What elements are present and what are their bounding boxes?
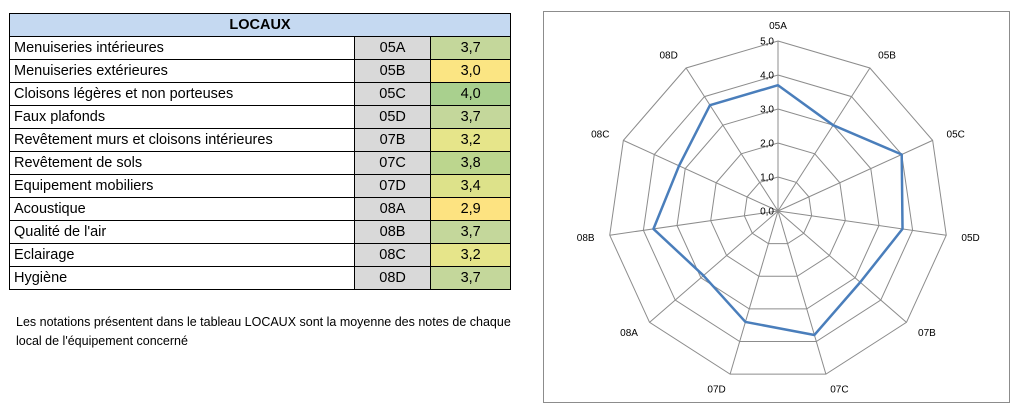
radial-tick-label: 1,0	[760, 173, 774, 184]
row-code: 08D	[353, 266, 432, 290]
category-label: 05A	[769, 21, 787, 32]
row-value: 3,7	[430, 220, 511, 244]
row-code: 07D	[353, 174, 432, 198]
category-label: 05B	[878, 51, 896, 62]
row-value: 3,7	[430, 36, 511, 60]
category-label: 07C	[830, 384, 848, 395]
row-label: Menuiseries extérieures	[9, 59, 355, 83]
table-row: Faux plafonds 05D 3,7	[9, 105, 511, 129]
row-label: Qualité de l'air	[9, 220, 355, 244]
row-value: 3,0	[430, 59, 511, 83]
category-label: 07B	[918, 328, 936, 339]
table-row: Menuiseries extérieures 05B 3,0	[9, 59, 511, 83]
grid-ring	[743, 176, 813, 245]
radial-tick-label: 4,0	[760, 71, 774, 82]
row-code: 05C	[353, 82, 432, 106]
category-label: 08D	[659, 51, 677, 62]
grid-ring	[642, 74, 914, 342]
category-label: 08B	[577, 233, 595, 244]
table-body: Menuiseries intérieures 05A 3,7 Menuiseries…	[9, 36, 511, 290]
category-label: 05C	[947, 130, 965, 141]
row-label: Cloisons légères et non porteuses	[9, 82, 355, 106]
row-code: 07C	[353, 151, 432, 175]
row-label: Revêtement murs et cloisons intérieures	[9, 128, 355, 152]
radar-chart-svg: 0,0 1,0 2,0 3,0 4,0 5,0 05A 05B 05C 05D 07B 07C 07D 0…	[577, 21, 980, 395]
category-label: 08A	[620, 328, 638, 339]
table-row: Hygiène 08D 3,7	[9, 266, 511, 290]
row-label: Revêtement de sols	[9, 151, 355, 175]
grid-spoke	[685, 67, 779, 212]
table-row: Revêtement de sols 07C 3,8	[9, 151, 511, 175]
row-label: Acoustique	[9, 197, 355, 221]
grid-ring	[676, 108, 880, 310]
row-code: 08C	[353, 243, 432, 267]
series-line	[652, 83, 904, 337]
grid-spoke	[623, 139, 779, 212]
row-value: 3,4	[430, 174, 511, 198]
grid-spoke	[649, 210, 779, 323]
row-code: 08B	[353, 220, 432, 244]
grid-spoke	[777, 210, 947, 236]
row-value: 4,0	[430, 82, 511, 106]
table-row: Menuiseries intérieures 05A 3,7	[9, 36, 511, 60]
grid-spoke	[729, 210, 779, 375]
row-value: 3,7	[430, 266, 511, 290]
category-label: 07D	[707, 384, 725, 395]
row-label: Equipement mobiliers	[9, 174, 355, 198]
row-code: 05D	[353, 105, 432, 129]
table-row: Equipement mobiliers 07D 3,4	[9, 174, 511, 198]
row-code: 07B	[353, 128, 432, 152]
radial-tick-label: 0,0	[760, 207, 774, 218]
row-label: Eclairage	[9, 243, 355, 267]
row-value: 3,2	[430, 128, 511, 152]
table-row: Revêtement murs et cloisons intérieures 0…	[9, 128, 511, 152]
radar-chart: 0,0 1,0 2,0 3,0 4,0 5,0 05A 05B 05C 05D 07B 07C 07D 0…	[543, 11, 1010, 403]
row-label: Hygiène	[9, 266, 355, 290]
grid-spoke	[777, 139, 933, 212]
radial-tick-label: 2,0	[760, 139, 774, 150]
grid-ring	[609, 40, 947, 375]
category-label: 05D	[961, 233, 979, 244]
table-row: Cloisons légères et non porteuses 05C 4,0	[9, 82, 511, 106]
grid-spoke	[777, 210, 907, 323]
grid-ring	[710, 142, 846, 277]
table-row: Acoustique 08A 2,9	[9, 197, 511, 221]
radial-tick-label: 5,0	[760, 37, 774, 48]
grid-spoke	[777, 67, 871, 212]
footnote: Les notations présentent dans le tableau…	[16, 315, 511, 348]
row-value: 2,9	[430, 197, 511, 221]
radial-tick-label: 3,0	[760, 105, 774, 116]
row-code: 05B	[353, 59, 432, 83]
row-code: 08A	[353, 197, 432, 221]
table-row: Eclairage 08C 3,2	[9, 243, 511, 267]
row-value: 3,2	[430, 243, 511, 267]
row-label: Faux plafonds	[9, 105, 355, 129]
row-label: Menuiseries intérieures	[9, 36, 355, 60]
grid-spoke	[609, 210, 779, 236]
locaux-table: LOCAUX Menuiseries intérieures 05A 3,7 Menu…	[9, 13, 511, 290]
row-value: 3,7	[430, 105, 511, 129]
grid-spoke	[777, 210, 827, 375]
table-title: LOCAUX	[9, 13, 511, 37]
category-label: 08C	[591, 130, 609, 141]
row-code: 05A	[353, 36, 432, 60]
table-row: Qualité de l'air 08B 3,7	[9, 220, 511, 244]
row-value: 3,8	[430, 151, 511, 175]
